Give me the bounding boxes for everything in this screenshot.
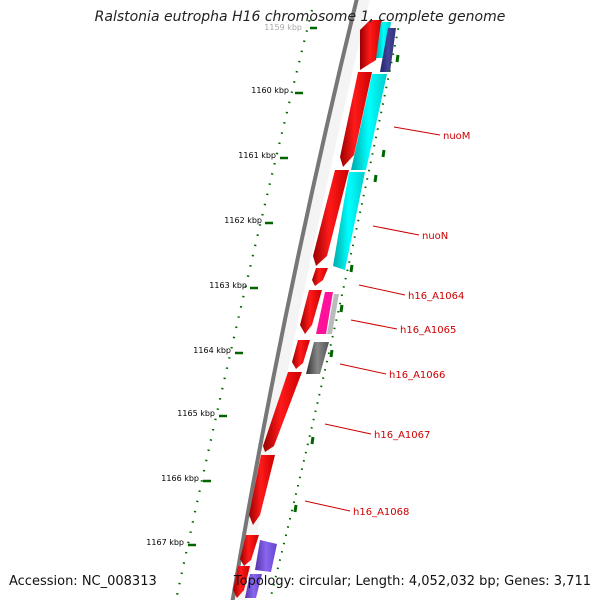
cds-track-red <box>233 20 382 598</box>
cds-arrow <box>233 566 250 598</box>
gene-label-h16-a1068: h16_A1068 <box>353 507 409 518</box>
ruler-label-1164: 1164 kbp <box>193 346 231 355</box>
cds-arrow <box>312 268 328 286</box>
cds-arrow <box>313 170 349 266</box>
cds-arrow <box>263 372 302 452</box>
light-gray-feature <box>327 294 339 334</box>
gene-label-h16-a1065: h16_A1065 <box>400 325 456 336</box>
cds-arrow <box>249 455 275 525</box>
navy-feature <box>380 28 396 72</box>
magenta-feature <box>316 292 333 334</box>
cds-arrow <box>240 535 259 566</box>
ruler-label-cropped: 1159 kbp <box>264 23 302 32</box>
gene-label-h16-a1066: h16_A1066 <box>389 370 445 381</box>
cds-arrow <box>360 20 382 70</box>
cyan-feature <box>351 74 387 170</box>
gray-feature <box>306 342 329 374</box>
ruler-label-1163: 1163 kbp <box>209 281 247 290</box>
cds-arrow <box>300 290 322 334</box>
gene-label-nuon: nuoN <box>422 231 448 242</box>
ruler-label-1166: 1166 kbp <box>161 474 199 483</box>
map-title: Ralstonia eutropha H16 chromosome 1, com… <box>94 9 506 25</box>
cyan-feature <box>333 172 365 270</box>
cds-track-cyan <box>333 22 391 270</box>
genome-summary: Topology: circular; Length: 4,052,032 bp… <box>233 574 591 589</box>
label-leaders <box>304 126 441 512</box>
accession-label: Accession: NC_008313 <box>9 574 157 589</box>
backbone-line <box>230 0 359 600</box>
outer-dots <box>269 19 401 600</box>
gene-label-h16-a1067: h16_A1067 <box>374 430 430 441</box>
ruler-ticks <box>188 26 317 547</box>
outer-ticks <box>293 54 400 513</box>
cds-track-navy <box>380 28 396 72</box>
cds-arrow <box>340 72 372 167</box>
ruler-label-1160: 1160 kbp <box>251 86 289 95</box>
purple-feature <box>255 540 277 572</box>
cds-arrow <box>292 340 310 369</box>
purple-feature <box>245 574 262 598</box>
ruler-label-1162: 1162 kbp <box>224 216 262 225</box>
ruler-label-1165: 1165 kbp <box>177 409 215 418</box>
ruler-label-1167: 1167 kbp <box>146 538 184 547</box>
gene-label-h16-a1064: h16_A1064 <box>408 291 464 302</box>
ruler-label-1161: 1161 kbp <box>238 151 276 160</box>
gene-label-nuom: nuoM <box>443 131 470 142</box>
